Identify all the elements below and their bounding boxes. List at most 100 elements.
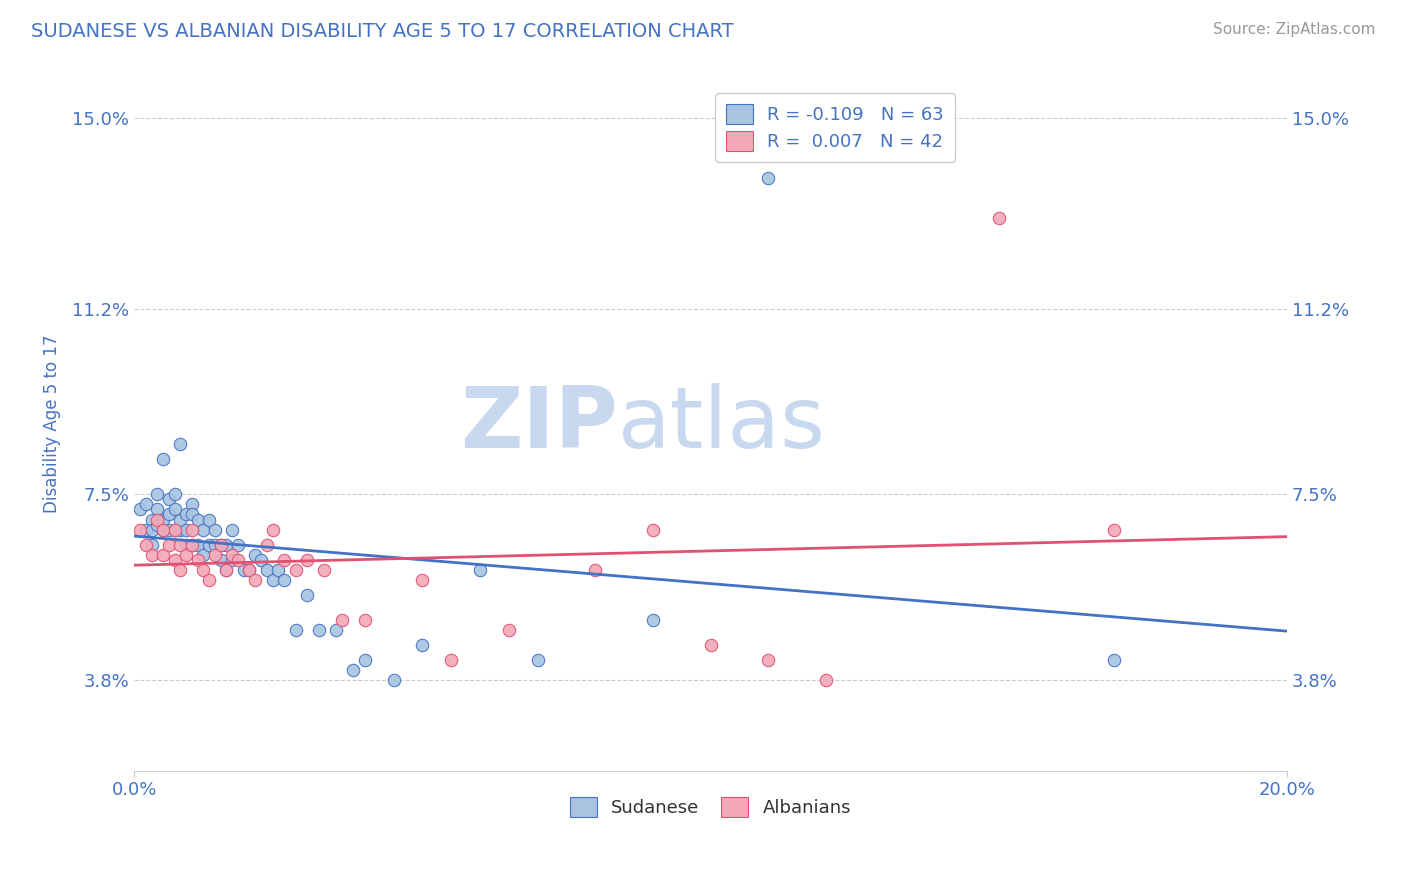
Point: [440, 653, 463, 667]
Point: [146, 502, 169, 516]
Point: [1102, 653, 1125, 667]
Point: [411, 573, 433, 587]
Point: [152, 523, 174, 537]
Point: [141, 538, 163, 552]
Point: [187, 538, 209, 552]
Point: [232, 563, 254, 577]
Point: [221, 548, 243, 562]
Point: [325, 623, 347, 637]
Point: [250, 552, 273, 566]
Point: [141, 523, 163, 537]
Point: [1102, 523, 1125, 537]
Point: [180, 523, 202, 537]
Point: [152, 452, 174, 467]
Point: [129, 502, 152, 516]
Point: [295, 552, 318, 566]
Point: [157, 508, 180, 522]
Text: atlas: atlas: [619, 383, 827, 466]
Point: [180, 508, 202, 522]
Point: [193, 563, 215, 577]
Point: [245, 573, 267, 587]
Point: [238, 563, 260, 577]
Point: [141, 548, 163, 562]
Text: ZIP: ZIP: [461, 383, 619, 466]
Point: [174, 538, 197, 552]
Point: [273, 552, 295, 566]
Point: [526, 653, 548, 667]
Point: [157, 492, 180, 507]
Point: [209, 538, 232, 552]
Point: [262, 573, 284, 587]
Point: [221, 523, 243, 537]
Point: [187, 552, 209, 566]
Point: [226, 552, 249, 566]
Point: [756, 653, 779, 667]
Point: [174, 523, 197, 537]
Point: [152, 523, 174, 537]
Point: [169, 523, 191, 537]
Point: [353, 613, 375, 627]
Point: [215, 538, 238, 552]
Point: [157, 538, 180, 552]
Point: [135, 498, 157, 512]
Point: [146, 487, 169, 501]
Point: [308, 623, 330, 637]
Text: Source: ZipAtlas.com: Source: ZipAtlas.com: [1212, 22, 1375, 37]
Point: [163, 523, 186, 537]
Point: [382, 673, 405, 688]
Point: [135, 523, 157, 537]
Point: [245, 548, 267, 562]
Point: [284, 563, 307, 577]
Point: [163, 502, 186, 516]
Point: [273, 573, 295, 587]
Point: [163, 487, 186, 501]
Point: [198, 538, 221, 552]
Point: [152, 548, 174, 562]
Point: [169, 563, 191, 577]
Point: [146, 512, 169, 526]
Point: [583, 563, 606, 577]
Point: [411, 638, 433, 652]
Point: [198, 512, 221, 526]
Point: [256, 563, 278, 577]
Point: [221, 552, 243, 566]
Point: [152, 512, 174, 526]
Point: [187, 512, 209, 526]
Point: [141, 512, 163, 526]
Point: [987, 211, 1010, 226]
Point: [174, 548, 197, 562]
Text: SUDANESE VS ALBANIAN DISABILITY AGE 5 TO 17 CORRELATION CHART: SUDANESE VS ALBANIAN DISABILITY AGE 5 TO…: [31, 22, 734, 41]
Point: [180, 538, 202, 552]
Point: [641, 613, 664, 627]
Point: [169, 437, 191, 451]
Point: [204, 548, 226, 562]
Point: [174, 508, 197, 522]
Point: [314, 563, 336, 577]
Point: [284, 623, 307, 637]
Point: [193, 548, 215, 562]
Point: [204, 523, 226, 537]
Point: [238, 563, 260, 577]
Point: [209, 552, 232, 566]
Point: [169, 512, 191, 526]
Point: [209, 538, 232, 552]
Point: [169, 538, 191, 552]
Point: [262, 523, 284, 537]
Y-axis label: Disability Age 5 to 17: Disability Age 5 to 17: [44, 334, 60, 513]
Point: [353, 653, 375, 667]
Point: [256, 538, 278, 552]
Point: [180, 498, 202, 512]
Point: [342, 663, 364, 677]
Point: [157, 523, 180, 537]
Point: [641, 523, 664, 537]
Point: [468, 563, 491, 577]
Point: [330, 613, 353, 627]
Point: [135, 538, 157, 552]
Point: [163, 523, 186, 537]
Point: [226, 538, 249, 552]
Point: [814, 673, 837, 688]
Point: [198, 573, 221, 587]
Point: [215, 563, 238, 577]
Point: [699, 638, 721, 652]
Point: [498, 623, 520, 637]
